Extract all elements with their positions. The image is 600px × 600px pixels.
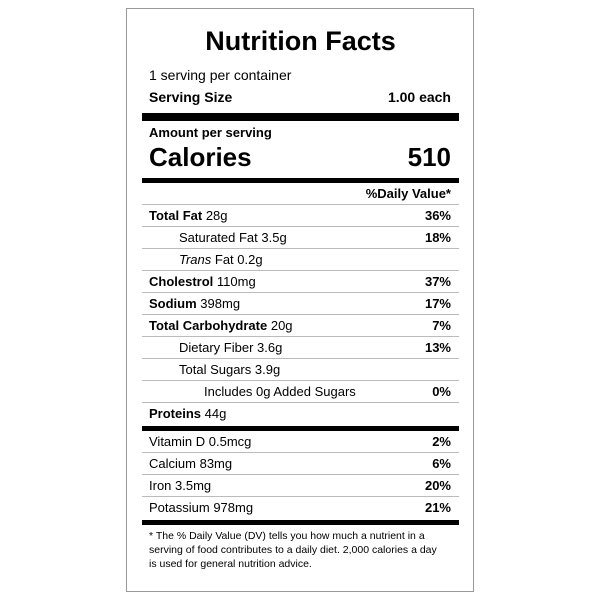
vitamin-amount: 0.5mcg xyxy=(208,434,252,449)
nutrient-dv: 13% xyxy=(424,340,451,355)
nutrient-amount: 44g xyxy=(204,406,227,421)
nutrient-name: Trans xyxy=(179,252,212,267)
vitamin-dv: 6% xyxy=(432,456,451,471)
nutrient-amount: 3.9g xyxy=(254,362,281,377)
vitamin-amount: 83mg xyxy=(199,456,233,471)
vitamin-row: Iron 3.5mg 20% xyxy=(142,475,459,497)
nutrient-name: Total Fat xyxy=(149,208,203,223)
vitamin-name: Vitamin D xyxy=(149,434,206,449)
nutrient-dv: 7% xyxy=(432,318,451,333)
nutrition-label: Nutrition Facts 1 serving per container … xyxy=(126,8,474,592)
servings: 1 serving per container xyxy=(149,67,292,83)
nutrient-row: Proteins 44g xyxy=(142,403,459,424)
nutrient-amount: 28g xyxy=(205,208,228,223)
nutrient-dv: 18% xyxy=(424,230,451,245)
nutrient-amount: 110mg xyxy=(216,274,256,289)
nutrient-amount: 3.6g xyxy=(257,340,283,355)
nutrient-name: Total Carbohydrate xyxy=(149,318,268,333)
calories-value: 510 xyxy=(407,141,451,172)
dv-header-row: %Daily Value* xyxy=(142,183,459,205)
nutrient-row: Total Sugars 3.9g xyxy=(142,359,459,381)
nutrients: Total Fat 28g 36% Saturated Fat 3.5g 18% T… xyxy=(142,205,459,424)
vitamin-dv: 2% xyxy=(432,434,451,449)
title: Nutrition Facts xyxy=(205,26,396,56)
nutrient-amount: 20g xyxy=(270,318,293,333)
vitamin-dv: 20% xyxy=(424,478,451,493)
vitamin-amount: 3.5mg xyxy=(175,478,212,493)
calories-label: Calories xyxy=(149,141,252,172)
nutrient-row: Includes 0g Added Sugars 0% xyxy=(142,381,459,403)
vitamins: Vitamin D 0.5mcg 2% Calcium 83mg 6% Iron 3… xyxy=(142,431,459,518)
nutrient-row: Saturated Fat 3.5g 18% xyxy=(142,227,459,249)
serving-size: 1.00 each xyxy=(387,89,451,105)
medium-rule xyxy=(142,178,459,183)
nutrient-name: Sodium xyxy=(149,296,197,311)
label-body: Nutrition Facts 1 serving per container … xyxy=(142,9,459,571)
medium-rule xyxy=(142,426,459,431)
nutrient-dv: 36% xyxy=(424,208,451,223)
nutrient-row: Total Carbohydrate 20g 7% xyxy=(142,315,459,337)
nutrient-name: Includes 0g Added Sugars xyxy=(204,384,356,399)
dv-header: %Daily Value* xyxy=(365,186,451,201)
nutrient-row: Dietary Fiber 3.6g 13% xyxy=(142,337,459,359)
serving-size-row: Serving Size 1.00 each xyxy=(142,85,459,109)
amount-label: Amount per serving xyxy=(149,125,272,140)
vitamin-name: Iron xyxy=(149,478,172,493)
nutrient-row: Trans Fat 0.2g xyxy=(142,249,459,271)
nutrient-row: Sodium 398mg 17% xyxy=(142,293,459,315)
nutrient-amount: Fat 0.2g xyxy=(214,252,263,267)
medium-rule xyxy=(142,520,459,525)
nutrient-name: Saturated Fat xyxy=(179,230,258,245)
nutrient-name: Proteins xyxy=(149,406,202,421)
nutrient-name: Cholestrol xyxy=(149,274,214,289)
nutrient-dv: 0% xyxy=(432,384,451,399)
calories-row: Calories 510 xyxy=(142,140,459,174)
nutrient-row: Total Fat 28g 36% xyxy=(142,205,459,227)
nutrient-row: Cholestrol 110mg 37% xyxy=(142,271,459,293)
nutrient-amount: 3.5g xyxy=(261,230,287,245)
nutrient-name: Total Sugars xyxy=(179,362,252,377)
nutrient-name: Dietary Fiber xyxy=(179,340,254,355)
vitamin-row: Calcium 83mg 6% xyxy=(142,453,459,475)
vitamin-amount: 978mg xyxy=(213,500,254,515)
vitamin-name: Calcium xyxy=(149,456,196,471)
vitamin-row: Vitamin D 0.5mcg 2% xyxy=(142,431,459,453)
vitamin-row: Potassium 978mg 21% xyxy=(142,497,459,518)
vitamin-name: Potassium xyxy=(149,500,210,515)
nutrient-dv: 17% xyxy=(424,296,451,311)
footnote: * The % Daily Value (DV) tells you how m… xyxy=(149,530,437,570)
serving-size-label: Serving Size xyxy=(149,89,233,105)
thick-rule xyxy=(142,113,459,121)
nutrient-dv: 37% xyxy=(424,274,451,289)
vitamin-dv: 21% xyxy=(424,500,451,515)
nutrient-amount: 398mg xyxy=(200,296,241,311)
